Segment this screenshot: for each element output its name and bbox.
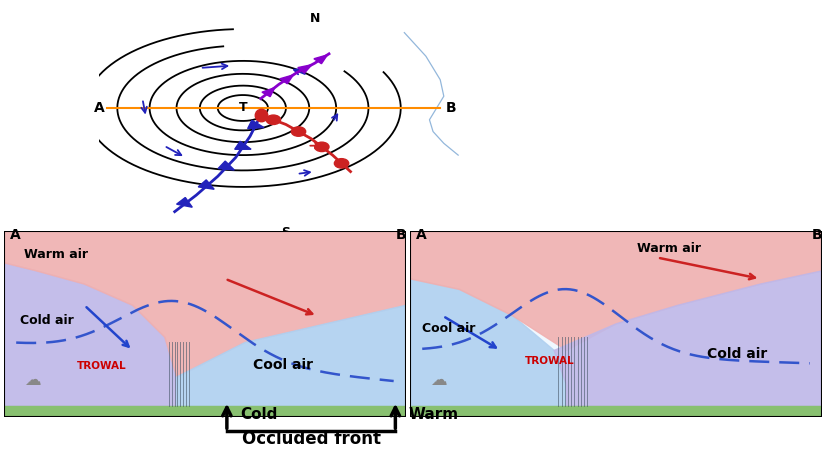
Polygon shape: [4, 231, 405, 377]
Text: A: A: [10, 228, 21, 242]
Text: T: T: [238, 101, 247, 115]
Text: Cold air: Cold air: [706, 347, 766, 361]
Polygon shape: [177, 305, 405, 406]
Polygon shape: [280, 75, 293, 84]
Text: N: N: [309, 12, 319, 25]
Text: A: A: [415, 228, 426, 242]
Text: B: B: [445, 101, 456, 115]
Text: Cold air: Cold air: [20, 314, 74, 327]
Text: B: B: [811, 228, 821, 242]
Text: B: B: [395, 228, 406, 242]
Text: Cool air: Cool air: [253, 358, 313, 372]
Polygon shape: [409, 279, 566, 406]
Polygon shape: [4, 263, 177, 406]
Text: Warm: Warm: [409, 407, 459, 423]
Text: TROWAL: TROWAL: [76, 361, 126, 371]
Polygon shape: [198, 180, 214, 189]
Polygon shape: [234, 141, 251, 149]
Polygon shape: [247, 120, 264, 129]
Text: Occluded front: Occluded front: [241, 429, 380, 448]
Text: ☁: ☁: [24, 371, 41, 389]
Polygon shape: [261, 87, 275, 96]
Circle shape: [314, 142, 328, 152]
Text: Warm air: Warm air: [636, 242, 700, 255]
Circle shape: [334, 159, 348, 168]
Bar: [409, 406, 821, 417]
Polygon shape: [553, 271, 821, 406]
Circle shape: [265, 115, 280, 125]
Text: ☁: ☁: [430, 371, 447, 389]
Text: Warm air: Warm air: [24, 247, 88, 260]
Polygon shape: [176, 198, 192, 207]
Text: A: A: [94, 101, 104, 115]
Circle shape: [291, 127, 305, 136]
Text: Cold: Cold: [241, 407, 278, 423]
Polygon shape: [409, 231, 821, 351]
Polygon shape: [313, 55, 327, 64]
Text: S: S: [281, 226, 290, 239]
Polygon shape: [298, 65, 312, 73]
Text: TROWAL: TROWAL: [524, 356, 574, 366]
Text: Cool air: Cool air: [422, 322, 475, 335]
Polygon shape: [218, 161, 234, 170]
Bar: [4, 406, 405, 417]
